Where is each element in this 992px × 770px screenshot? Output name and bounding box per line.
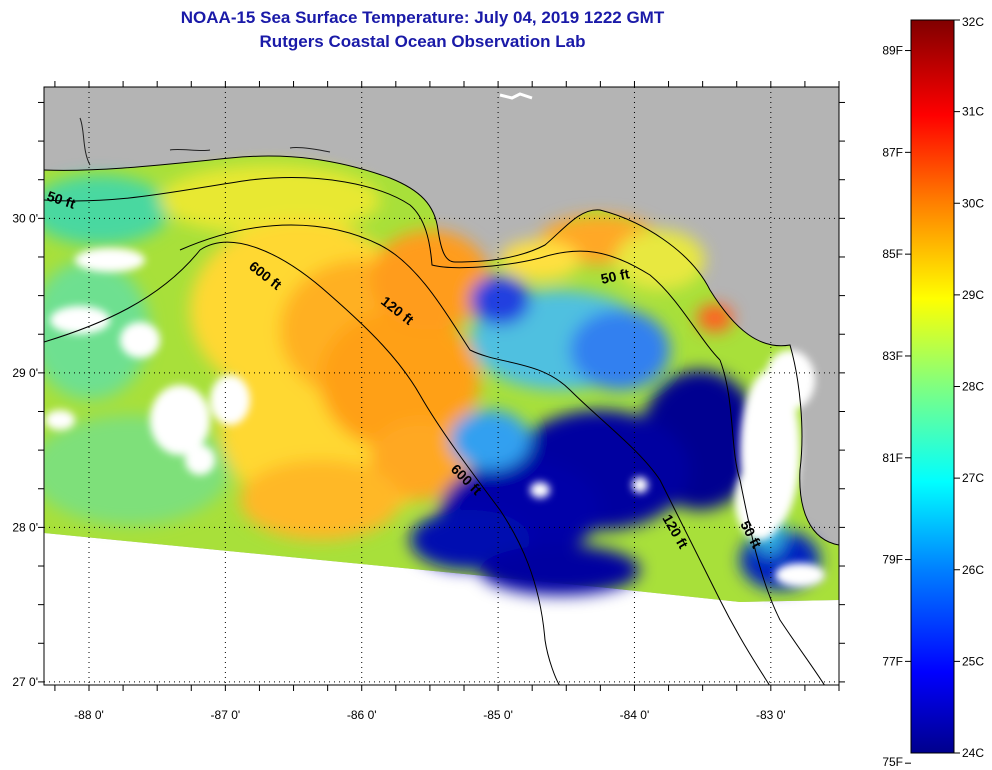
celsius-label: 32C [962, 15, 984, 29]
lat-tick-label: 28 0' [12, 520, 38, 534]
celsius-label: 26C [962, 563, 984, 577]
cloud-mask [45, 248, 825, 587]
celsius-label: 31C [962, 105, 984, 119]
celsius-label: 27C [962, 471, 984, 485]
map-subtitle: Rutgers Coastal Ocean Observation Lab [259, 32, 586, 51]
map-frame [43, 86, 840, 686]
map-title: NOAA-15 Sea Surface Temperature: July 04… [180, 8, 665, 27]
celsius-label: 25C [962, 654, 984, 668]
lon-tick-label: -86 0' [347, 708, 377, 722]
celsius-label: 24C [962, 746, 984, 760]
fahrenheit-label: 85F [882, 247, 903, 261]
fahrenheit-label: 79F [882, 553, 903, 567]
inland-coast [79, 117, 331, 166]
no-data-region [44, 533, 839, 685]
coastline [44, 155, 839, 546]
lat-tick-label: 29 0' [12, 366, 38, 380]
fahrenheit-label: 87F [882, 145, 903, 159]
celsius-label: 29C [962, 288, 984, 302]
lat-tick-label: 30 0' [12, 211, 38, 225]
lon-tick-label: -83 0' [756, 708, 786, 722]
fahrenheit-label: 75F [882, 755, 903, 769]
lon-tick-label: -85 0' [483, 708, 513, 722]
lon-tick-label: -88 0' [74, 708, 104, 722]
lon-tick-label: -84 0' [620, 708, 650, 722]
fahrenheit-label: 89F [882, 44, 903, 58]
fahrenheit-label: 81F [882, 451, 903, 465]
bathymetry-contours [44, 177, 825, 685]
fahrenheit-label: 77F [882, 654, 903, 668]
lon-tick-label: -87 0' [211, 708, 241, 722]
contour-label: 50 ft [599, 265, 631, 287]
inland-lake [499, 92, 533, 100]
colorbar-labels: 32C 31C 30C 29C 28C 27C 26C 25C 24C 89F 87F 85F 83F 8… [882, 15, 984, 769]
fahrenheit-label: 83F [882, 349, 903, 363]
celsius-label: 28C [962, 380, 984, 394]
axis-ticks: -88 0' -87 0' -86 0' -85 0' -84 0' -83 0' 27 0… [12, 81, 845, 722]
colorbar [910, 19, 955, 754]
lat-tick-label: 27 0' [12, 675, 38, 689]
celsius-label: 30C [962, 196, 984, 210]
